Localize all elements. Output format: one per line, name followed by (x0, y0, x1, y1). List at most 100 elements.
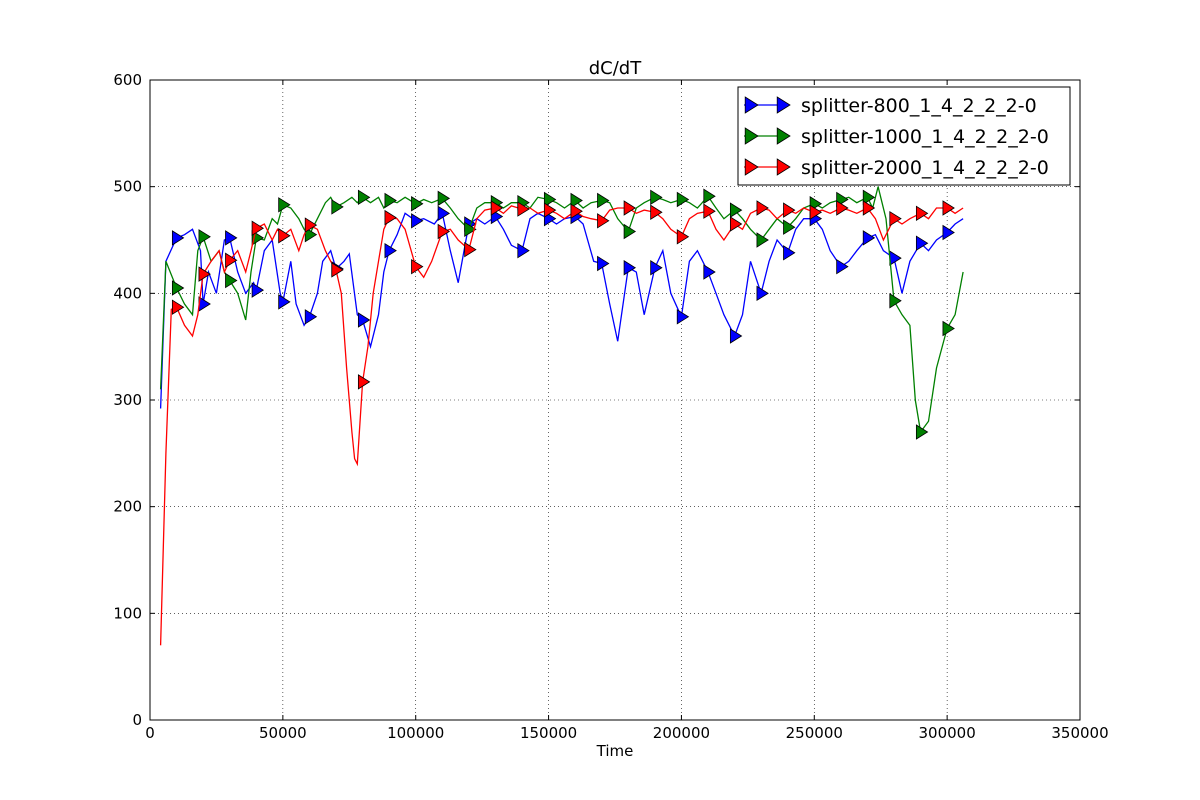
y-tick-label: 600 (113, 71, 142, 89)
data-point-marker (171, 230, 185, 246)
data-point-marker (597, 192, 610, 209)
data-point-marker (915, 424, 929, 440)
data-point-marker (278, 197, 291, 213)
legend: splitter-800_1_4_2_2_2-0 splitter-1000_1_… (737, 86, 1071, 186)
legend-item: splitter-1000_1_4_2_2_2-0 (744, 126, 1049, 148)
x-tick-label: 50000 (259, 724, 307, 742)
data-point-marker (357, 189, 371, 206)
data-point-marker (809, 204, 823, 220)
series-line (159, 205, 964, 646)
data-point-marker (676, 191, 690, 208)
data-point-marker (676, 309, 690, 325)
y-tick-label: 100 (113, 604, 142, 622)
x-tick-label: 100000 (387, 724, 444, 742)
data-point-marker (623, 223, 637, 240)
data-point-marker (729, 202, 743, 218)
data-point-marker (543, 191, 557, 208)
data-point-marker (650, 189, 663, 206)
data-point-marker (411, 213, 424, 229)
y-tick-label: 200 (113, 498, 142, 516)
data-point-marker (384, 242, 397, 259)
data-point-marker (278, 294, 291, 310)
data-point-marker (570, 203, 583, 219)
y-tick-label: 400 (113, 284, 142, 302)
data-point-marker (783, 202, 796, 218)
data-point-marker (198, 229, 211, 245)
data-point-marker (862, 200, 876, 216)
data-point-marker (517, 242, 530, 259)
data-point-marker (437, 205, 451, 222)
data-point-marker (650, 260, 663, 276)
data-point-marker (889, 293, 902, 309)
x-tick-label: 250000 (786, 724, 843, 742)
x-tick-label: 0 (145, 724, 155, 742)
data-point-marker (836, 200, 849, 216)
data-point-marker (703, 203, 716, 219)
data-point-marker (756, 200, 769, 216)
data-point-marker (942, 320, 955, 337)
y-tick-label: 500 (113, 178, 142, 196)
data-point-marker (729, 216, 743, 232)
legend-marker (776, 158, 791, 176)
data-point-marker (198, 266, 211, 282)
data-point-marker (357, 312, 371, 328)
data-point-marker (304, 309, 318, 325)
data-point-marker (623, 260, 637, 276)
data-point-marker (331, 262, 344, 278)
x-tick-label: 350000 (1051, 724, 1108, 742)
data-point-marker (437, 190, 451, 207)
data-point-marker (251, 282, 265, 298)
legend-label: splitter-2000_1_4_2_2_2-0 (801, 157, 1049, 179)
x-axis-title: Time (596, 742, 634, 760)
data-point-marker (729, 328, 743, 344)
data-point-marker (942, 200, 955, 216)
legend-item: splitter-2000_1_4_2_2_2-0 (744, 157, 1049, 179)
data-point-marker (171, 299, 185, 315)
legend-label: splitter-800_1_4_2_2_2-0 (801, 95, 1037, 117)
x-tick-label: 150000 (520, 724, 577, 742)
data-point-marker (225, 272, 238, 289)
data-point-marker (756, 285, 769, 302)
data-point-marker (623, 200, 637, 216)
chart-title: dC/dT (589, 58, 642, 79)
grid (150, 80, 1080, 720)
data-point-marker (278, 228, 291, 244)
series-2 (159, 186, 964, 440)
legend-label: splitter-1000_1_4_2_2_2-0 (801, 126, 1049, 148)
data-point-marker (225, 230, 238, 246)
data-point-marker (411, 196, 424, 212)
data-point-marker (836, 258, 849, 275)
legend-marker (776, 96, 791, 114)
data-point-marker (862, 189, 876, 206)
data-point-marker (942, 224, 955, 241)
legend-item: splitter-800_1_4_2_2_2-0 (744, 95, 1037, 117)
data-point-marker (783, 219, 796, 235)
series-3 (159, 200, 964, 646)
data-point-marker (597, 255, 610, 272)
data-point-marker (357, 374, 371, 390)
data-point-marker (225, 252, 238, 268)
data-point-marker (597, 213, 610, 229)
data-point-marker (331, 199, 344, 215)
data-point-marker (411, 258, 424, 275)
data-point-marker (703, 188, 716, 204)
data-point-marker (251, 220, 265, 236)
data-point-marker (915, 205, 929, 222)
x-tick-label: 200000 (653, 724, 710, 742)
y-tick-label: 300 (113, 391, 142, 409)
data-point-marker (304, 217, 318, 233)
data-point-marker (384, 209, 397, 226)
data-point-marker (464, 241, 477, 258)
x-tick-label: 300000 (919, 724, 976, 742)
data-point-marker (756, 232, 769, 248)
series-line (159, 211, 964, 409)
data-point-marker (783, 245, 796, 261)
data-point-marker (171, 280, 185, 296)
data-point-marker (889, 210, 902, 227)
data-point-marker (304, 226, 318, 243)
legend-marker (744, 127, 759, 145)
data-point-marker (862, 230, 876, 246)
legend-marker (744, 96, 759, 114)
y-tick-label: 0 (132, 711, 142, 729)
data-point-marker (384, 192, 397, 209)
